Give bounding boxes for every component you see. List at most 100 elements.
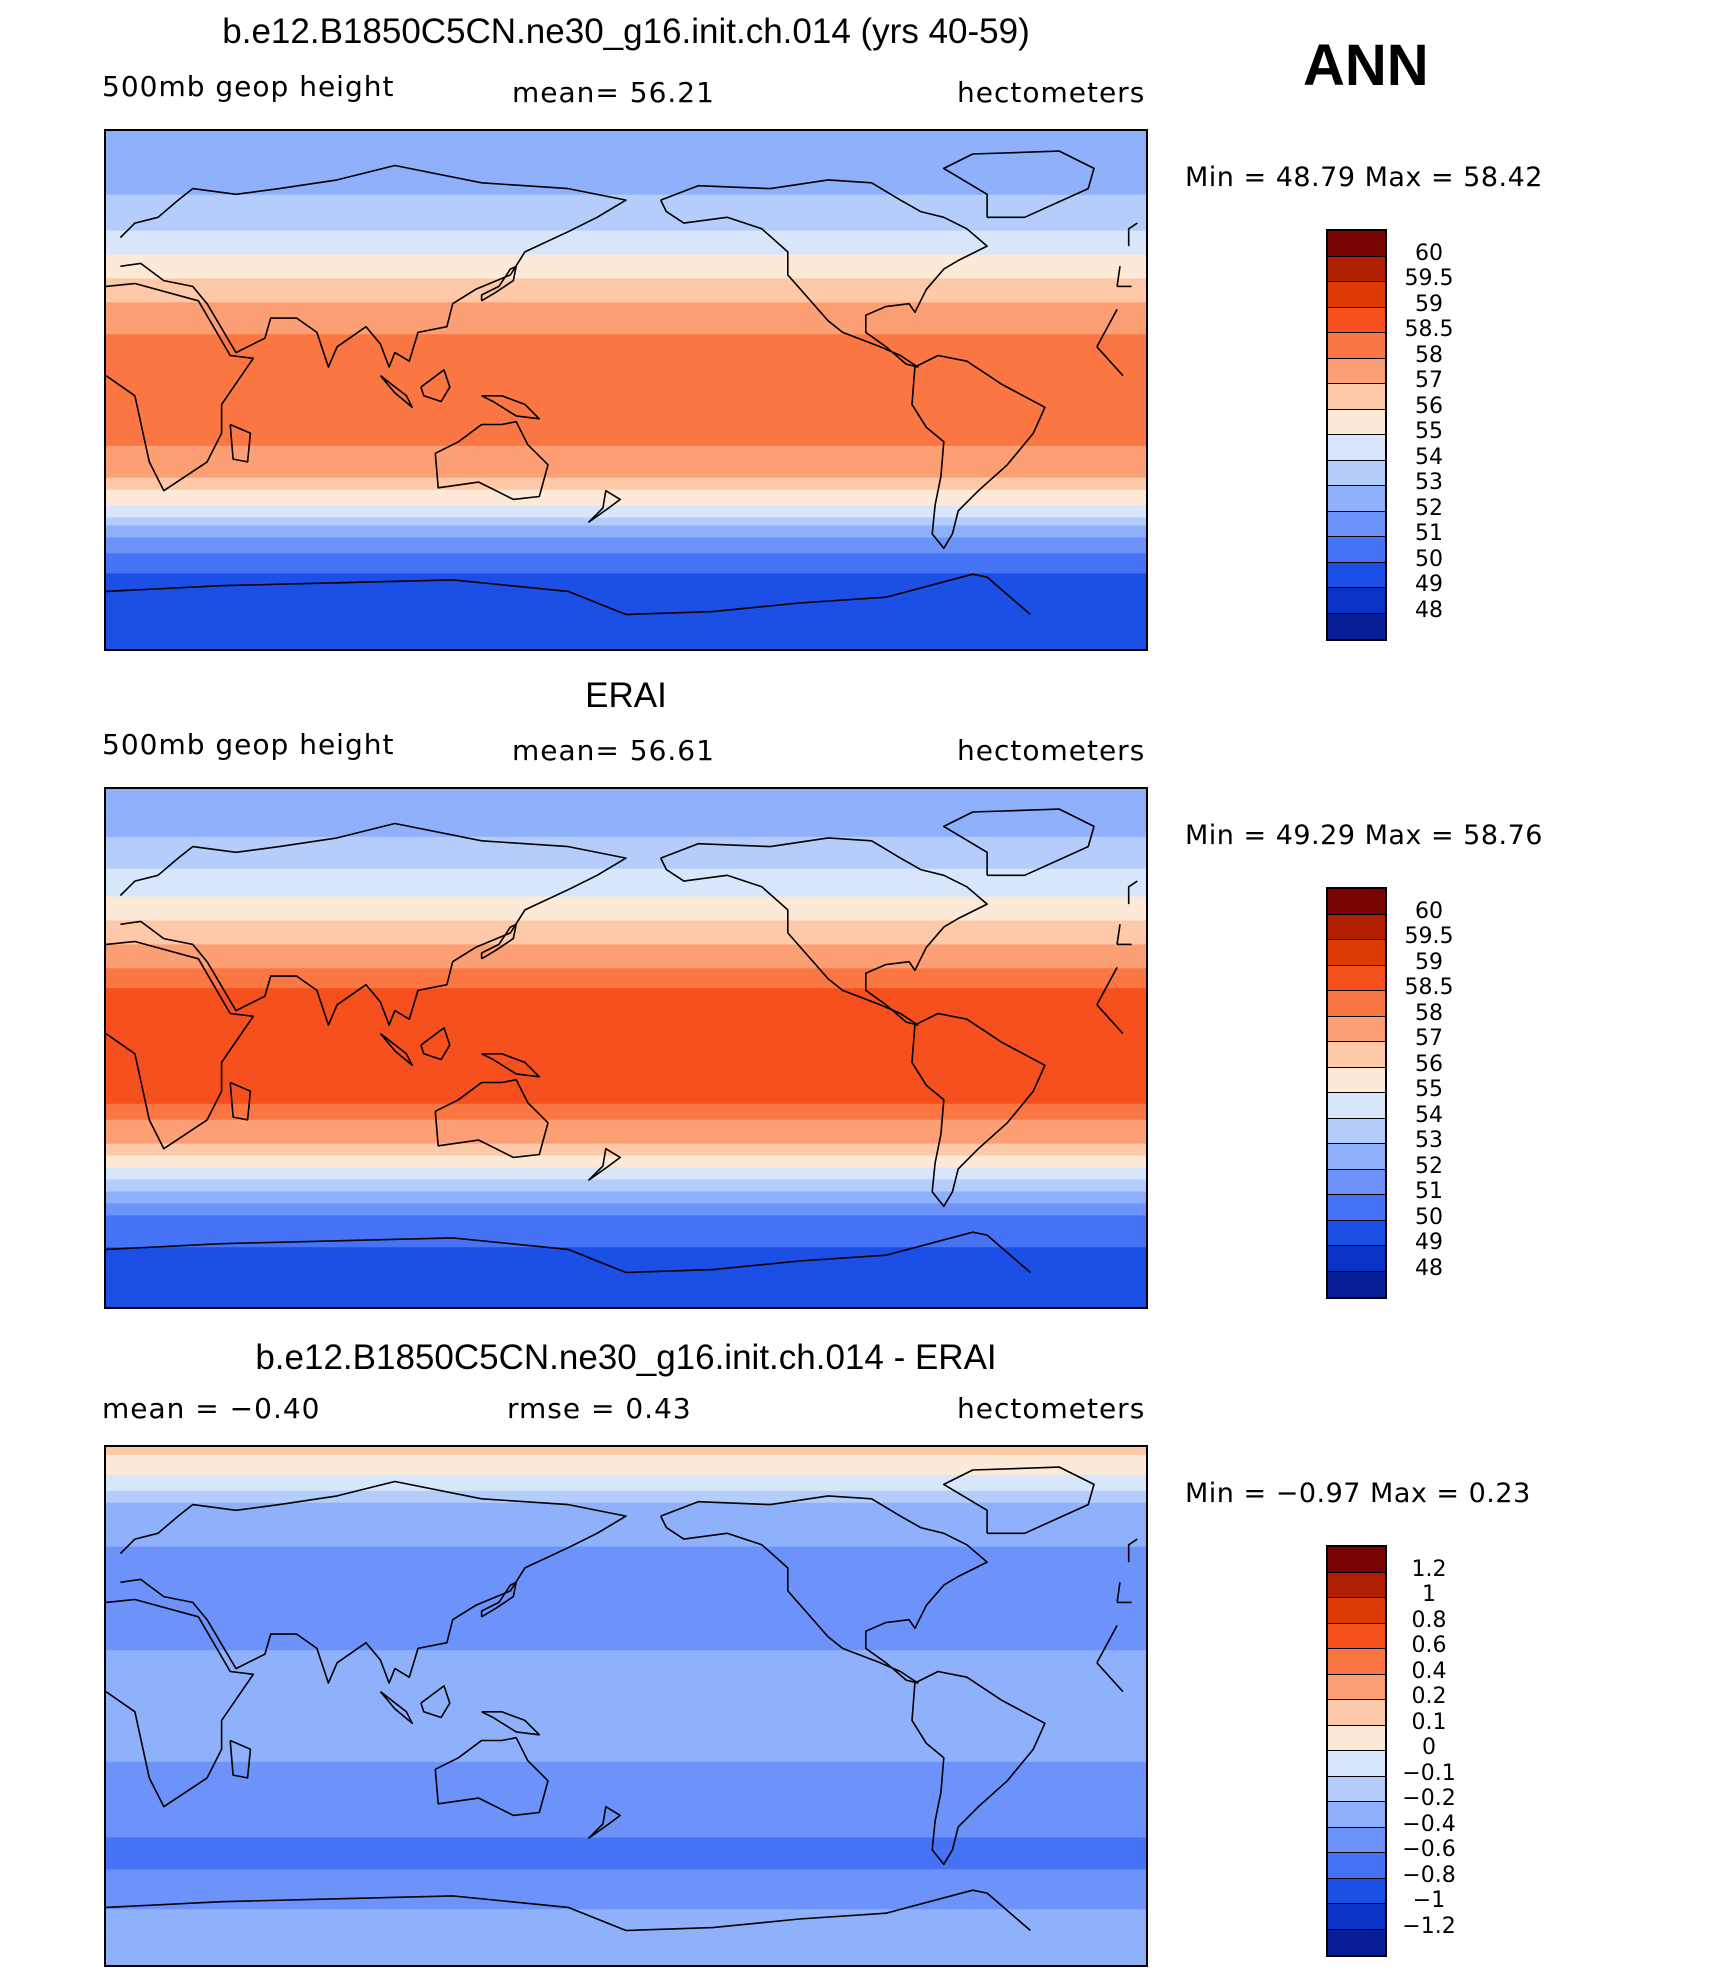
contour-band <box>106 278 1146 284</box>
panel-1-units-label: hectometers <box>957 76 1146 109</box>
contour-band <box>106 1905 1146 1910</box>
contour-band <box>106 1231 1146 1236</box>
contour-band <box>106 397 1146 403</box>
colorbar-label: 48 <box>1415 597 1443 623</box>
coastline <box>587 1805 622 1840</box>
contour-band <box>106 314 1146 319</box>
contour-band <box>106 1709 1146 1715</box>
coastline <box>481 394 541 420</box>
contour-band <box>106 493 1146 499</box>
colorbar-box <box>1328 1649 1385 1675</box>
contour-band <box>106 1494 1146 1500</box>
contour-band <box>106 1857 1146 1862</box>
coastline <box>434 420 549 501</box>
contour-band <box>106 1694 1146 1699</box>
contour-band <box>106 366 1146 371</box>
contour-band <box>106 1949 1146 1954</box>
contour-band <box>106 1474 1146 1480</box>
colorbar-label: 52 <box>1415 1153 1443 1179</box>
colorbar-box <box>1328 940 1385 966</box>
contour-band <box>106 521 1146 527</box>
coastline <box>1127 880 1138 905</box>
contour-band <box>106 1083 1146 1089</box>
coastline <box>481 1710 541 1736</box>
colorbar-label: 0.4 <box>1411 1658 1447 1684</box>
contour-band <box>106 453 1146 459</box>
contour-band <box>106 1622 1146 1627</box>
colorbar-label: 60 <box>1415 898 1443 924</box>
coastline <box>625 1231 1031 1274</box>
contour-band <box>106 1295 1146 1300</box>
colorbar-box <box>1328 1271 1385 1297</box>
coastline <box>119 1480 627 1684</box>
contour-band <box>106 1801 1146 1807</box>
contour-band <box>106 413 1146 419</box>
contour-band <box>106 138 1146 144</box>
contour-band <box>106 234 1146 240</box>
coastline <box>911 354 1046 550</box>
contour-band <box>106 549 1146 554</box>
contour-band <box>106 1454 1146 1460</box>
colorbar-label: 55 <box>1415 419 1443 444</box>
contour-band <box>106 1869 1146 1874</box>
colorbar-label: 53 <box>1415 1128 1443 1153</box>
colorbar-box <box>1328 1751 1385 1777</box>
season-label: ANN <box>1303 33 1429 98</box>
contour-band <box>106 605 1146 610</box>
colorbar-box <box>1328 613 1385 639</box>
contour-band <box>106 1769 1146 1775</box>
contour-band <box>106 1933 1146 1938</box>
contour-band <box>106 832 1146 838</box>
contour-band <box>106 182 1146 188</box>
colorbar-label: 54 <box>1415 444 1443 470</box>
contour-band <box>106 625 1146 630</box>
colorbar-box <box>1328 1547 1385 1573</box>
contour-band <box>106 1817 1146 1823</box>
contour-band <box>106 1462 1146 1468</box>
colorbar-label: 49 <box>1415 1230 1443 1255</box>
colorbar-label: 57 <box>1415 368 1443 393</box>
contour-band <box>106 1829 1146 1835</box>
contour-band <box>106 1075 1146 1081</box>
contour-band <box>106 1247 1146 1252</box>
contour-band <box>106 1012 1146 1017</box>
contour-band <box>106 1087 1146 1093</box>
contour-band <box>106 254 1146 260</box>
coastline <box>379 1032 414 1067</box>
coastline <box>106 282 255 492</box>
coastline <box>659 1495 988 1684</box>
contour-band <box>106 294 1146 299</box>
contour-band <box>106 1135 1146 1141</box>
contour-band <box>106 629 1146 634</box>
contour-band <box>106 1159 1146 1165</box>
contour-band <box>106 1841 1146 1847</box>
contour-band <box>106 465 1146 471</box>
contour-band <box>106 1506 1146 1512</box>
colorbar-box <box>1328 1853 1385 1879</box>
contour-band <box>106 174 1146 180</box>
contour-band <box>106 262 1146 268</box>
panel-3-mean-label: mean = −0.40 <box>102 1392 321 1425</box>
colorbar-box <box>1328 435 1385 461</box>
contour-band <box>106 573 1146 578</box>
contour-band <box>106 1809 1146 1815</box>
contour-band <box>106 816 1146 822</box>
contour-band <box>106 286 1146 291</box>
colorbar-box <box>1328 991 1385 1017</box>
contour-band <box>106 1598 1146 1603</box>
colorbar-label: −0.8 <box>1402 1862 1456 1888</box>
contour-band <box>106 350 1146 355</box>
contour-band <box>106 1036 1146 1041</box>
coastline <box>587 489 622 524</box>
contour-band <box>106 836 1146 842</box>
contour-band <box>106 1055 1146 1061</box>
contour-band <box>106 1646 1146 1651</box>
contour-band <box>106 1131 1146 1137</box>
contour-band <box>106 202 1146 208</box>
colorbar-box <box>1328 1878 1385 1904</box>
contour-band <box>106 154 1146 160</box>
contour-band <box>106 1666 1146 1671</box>
contour-band <box>106 1853 1146 1859</box>
contour-band <box>106 1259 1146 1264</box>
contour-band <box>106 1717 1146 1723</box>
